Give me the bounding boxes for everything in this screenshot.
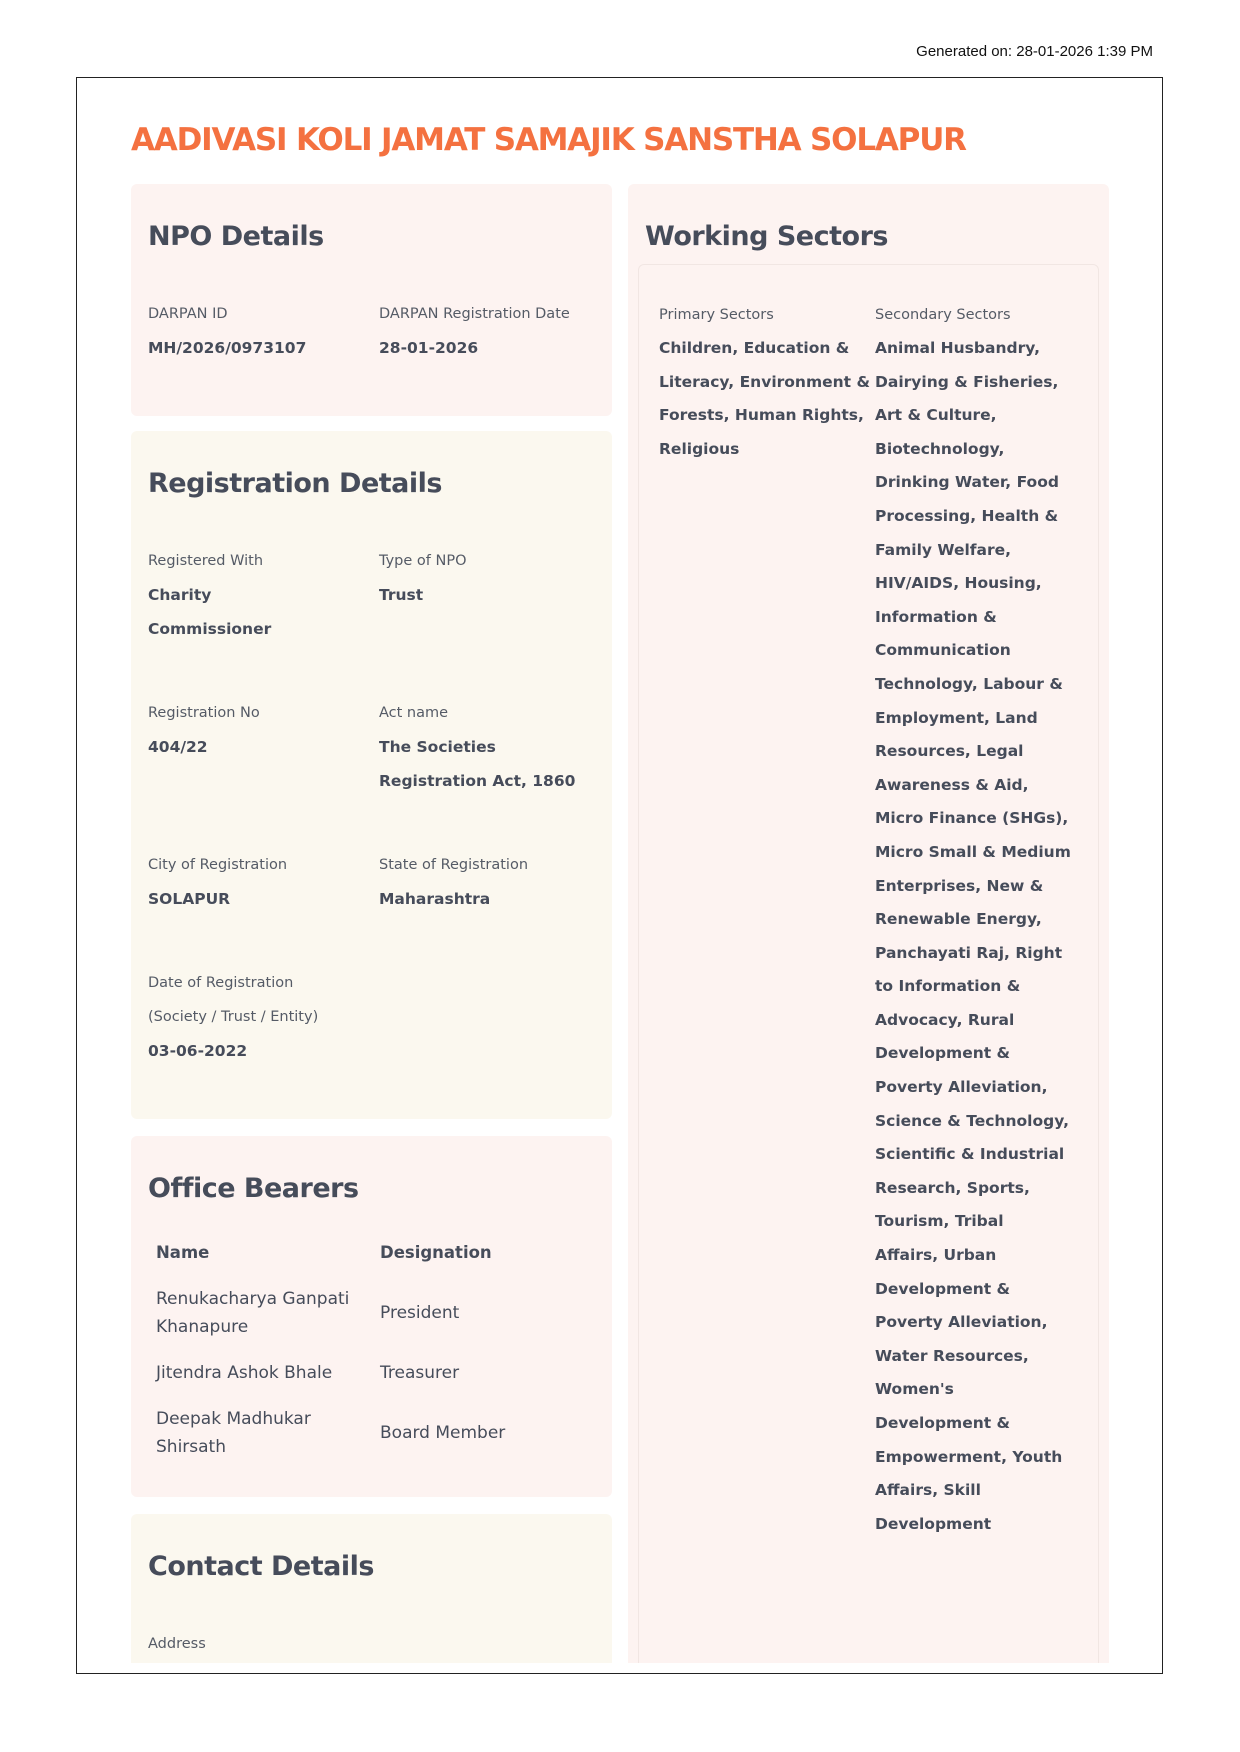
registered-with-value: Charity Commissioner (148, 586, 272, 638)
darpan-reg-date-field: DARPAN Registration Date 28-01-2026 (379, 297, 595, 415)
table-row: Deepak Madhukar Shirsath Board Member (156, 1396, 505, 1470)
sector-item: Youth Affairs, (875, 1447, 1063, 1500)
sector-item: Environment & Forests, (659, 372, 870, 425)
page-frame (76, 77, 1163, 1674)
contact-details-heading: Contact Details (148, 1551, 374, 1582)
npo-details-card: NPO Details DARPAN ID MH/2026/0973107 DA… (131, 184, 612, 416)
type-of-npo-value: Trust (379, 586, 424, 604)
act-name-label: Act name (379, 705, 449, 721)
sector-item: Animal Husbandry, (875, 339, 1041, 357)
sector-item: Education & Literacy, (659, 339, 850, 391)
sector-item: Tourism, (875, 1212, 955, 1231)
bearer-designation: Treasurer (380, 1363, 460, 1383)
registration-no-label: Registration No (148, 705, 260, 721)
type-of-npo-field: Type of NPO Trust (379, 544, 595, 696)
npo-details-heading: NPO Details (148, 221, 324, 252)
bearer-name: Renukacharya Ganpati Khanapure (156, 1289, 350, 1337)
sector-item: Legal Awareness & Aid, (875, 742, 1029, 794)
primary-sectors: Primary Sectors Children, Education & Li… (659, 298, 875, 1541)
act-name-value: The Societies Registration Act, 1860 (379, 738, 576, 790)
sector-item: Food Processing, (875, 473, 1059, 525)
darpan-id-field: DARPAN ID MH/2026/0973107 (148, 297, 379, 415)
sector-item: Scientific & Industrial Research, (875, 1145, 1065, 1197)
sector-item: Sports, (966, 1178, 1030, 1197)
table-header-row: Name Designation (156, 1230, 505, 1276)
table-row: Jitendra Ashok Bhale Treasurer (156, 1350, 505, 1396)
sector-item: Rural Development & Poverty Alleviation, (875, 1010, 1048, 1097)
city-label: City of Registration (148, 857, 288, 873)
date-of-registration-label: Date of Registration (Society / Trust / … (148, 975, 319, 1025)
city-field: City of Registration SOLAPUR (148, 848, 379, 966)
sector-item: Labour & Employment, (875, 674, 1063, 727)
contact-details-card: Contact Details Address (131, 1514, 612, 1663)
sector-item: Art & Culture, (875, 406, 997, 425)
city-value: SOLAPUR (148, 890, 231, 908)
working-sectors-heading: Working Sectors (645, 221, 888, 252)
act-name-field: Act name The Societies Registration Act,… (379, 696, 595, 848)
sector-item: Women's Development & Empowerment, (875, 1380, 1013, 1466)
state-label: State of Registration (379, 857, 529, 873)
sector-item: Micro Small & Medium Enterprises, (875, 842, 1071, 895)
office-bearers-card: Office Bearers Name Designation Renukach… (131, 1136, 612, 1497)
primary-sectors-list: Children, Education & Literacy, Environm… (659, 332, 875, 466)
table-row: Renukacharya Ganpati Khanapure President (156, 1276, 505, 1350)
registration-no-value: 404/22 (148, 738, 208, 756)
sectors-box: Primary Sectors Children, Education & Li… (638, 264, 1099, 1663)
sector-item: HIV/AIDS, (875, 574, 965, 593)
registration-details-card: Registration Details Registered With Cha… (131, 431, 612, 1119)
organization-title: AADIVASI KOLI JAMAT SAMAJIK SANSTHA SOLA… (131, 122, 967, 158)
sector-item: Water Resources, (875, 1346, 1029, 1365)
sector-item: Children, (659, 339, 744, 357)
address-label: Address (148, 1636, 206, 1652)
primary-sectors-label: Primary Sectors (659, 307, 774, 323)
office-bearers-heading: Office Bearers (148, 1173, 359, 1204)
sector-item: Biotechnology, (875, 439, 1005, 458)
bearer-designation: Board Member (380, 1423, 506, 1443)
sector-item: Drinking Water, (875, 473, 1017, 492)
bearer-designation: President (380, 1303, 460, 1323)
registration-details-heading: Registration Details (148, 468, 442, 499)
secondary-sectors: Secondary Sectors Animal Husbandry, Dair… (875, 298, 1071, 1541)
column-header-name: Name (156, 1243, 210, 1262)
date-of-registration-value: 03-06-2022 (148, 1042, 248, 1060)
sector-item: Panchayati Raj, (875, 943, 1016, 962)
sector-item: Information & Communication Technology, (875, 607, 1011, 693)
column-header-designation: Designation (380, 1243, 492, 1262)
registered-with-field: Registered With Charity Commissioner (148, 544, 379, 696)
office-bearers-table: Name Designation Renukacharya Ganpati Kh… (156, 1230, 505, 1470)
darpan-id-value: MH/2026/0973107 (148, 339, 307, 357)
sector-item: Dairying & Fisheries, (875, 372, 1059, 391)
date-of-registration-field: Date of Registration (Society / Trust / … (148, 966, 379, 1118)
sector-item: Human Rights, (734, 406, 864, 425)
bearer-name: Jitendra Ashok Bhale (156, 1363, 333, 1383)
sector-item: Science & Technology, (875, 1111, 1069, 1130)
sector-item: Tribal Affairs, (875, 1212, 1004, 1265)
darpan-reg-date-value: 28-01-2026 (379, 339, 479, 357)
state-field: State of Registration Maharashtra (379, 848, 595, 966)
sector-item: Health & Family Welfare, (875, 506, 1059, 559)
sector-item: Religious (659, 439, 740, 458)
sector-item: Micro Finance (SHGs), (875, 809, 1069, 828)
working-sectors-card: Working Sectors Primary Sectors Children… (628, 184, 1109, 1663)
bearer-name: Deepak Madhukar Shirsath (156, 1409, 311, 1457)
state-value: Maharashtra (379, 890, 491, 908)
generated-timestamp: Generated on: 28-01-2026 1:39 PM (916, 43, 1153, 60)
registration-no-field: Registration No 404/22 (148, 696, 379, 848)
sector-item: Skill Development (875, 1481, 992, 1533)
content-area: AADIVASI KOLI JAMAT SAMAJIK SANSTHA SOLA… (131, 122, 1109, 1663)
secondary-sectors-list: Animal Husbandry, Dairying & Fisheries, … (875, 332, 1071, 1541)
sector-item: New & Renewable Energy, (875, 876, 1044, 929)
darpan-id-label: DARPAN ID (148, 306, 228, 322)
registered-with-label: Registered With (148, 553, 264, 569)
sector-item: Housing, (964, 574, 1042, 593)
secondary-sectors-label: Secondary Sectors (875, 307, 1011, 323)
type-of-npo-label: Type of NPO (379, 553, 467, 569)
sector-item: Land Resources, (875, 708, 1038, 761)
sector-item: Urban Development & Poverty Alleviation, (875, 1246, 1048, 1332)
sector-item: Right to Information & Advocacy, (875, 943, 1063, 1029)
darpan-reg-date-label: DARPAN Registration Date (379, 306, 570, 322)
